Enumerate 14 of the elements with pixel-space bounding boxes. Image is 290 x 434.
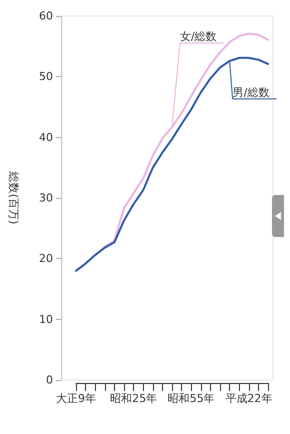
y-tick-label: 20 (39, 252, 53, 266)
y-axis-title: 総数(百万) (7, 170, 20, 224)
y-tick-label: 30 (39, 192, 53, 204)
x-tick-label: 昭和55年 (168, 392, 215, 405)
series-label: 男/総数 (232, 86, 270, 99)
y-tick-label: 10 (39, 312, 53, 326)
series-label: 女/総数 (180, 30, 217, 44)
y-tick-label: 40 (39, 130, 53, 144)
y-tick-label: 0 (46, 374, 53, 386)
y-tick-label: 60 (39, 10, 53, 22)
x-tick-label: 平成22年 (225, 392, 272, 405)
y-tick-label: 50 (39, 70, 53, 84)
x-tick-label: 昭和25年 (110, 392, 158, 405)
x-tick-label: 大正9年 (56, 392, 96, 405)
